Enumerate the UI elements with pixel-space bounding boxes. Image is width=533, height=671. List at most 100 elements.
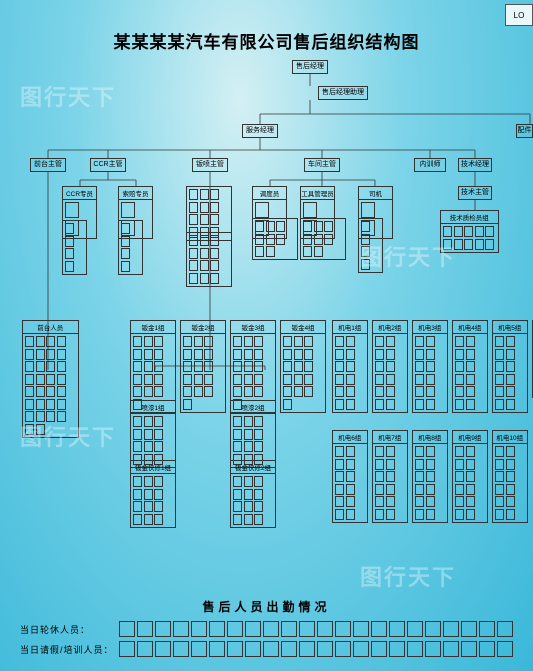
attendance-row1-label: 当日轮休人员： xyxy=(20,623,119,636)
photo-slot xyxy=(254,349,263,360)
attendance-slot xyxy=(479,621,495,637)
photo-slot xyxy=(335,399,344,410)
photo-slot xyxy=(415,361,424,372)
photo-slot xyxy=(304,361,313,372)
photo-slot xyxy=(189,235,198,246)
photo-slot xyxy=(254,374,263,385)
photo-slot xyxy=(36,336,45,347)
photo-slot xyxy=(204,361,213,372)
photo-slot xyxy=(57,399,66,410)
slot-block xyxy=(358,218,383,273)
photo-slot xyxy=(154,416,163,427)
photo-slot xyxy=(283,386,292,397)
photo-slot xyxy=(415,386,424,397)
photo-slot xyxy=(375,374,384,385)
photo-slot xyxy=(346,399,355,410)
photo-slot xyxy=(144,429,153,440)
photo-slot xyxy=(506,386,515,397)
photo-slot xyxy=(495,399,504,410)
photo-slot xyxy=(133,361,142,372)
slot-block xyxy=(186,232,232,287)
photo-slot xyxy=(455,471,464,482)
photo-slot xyxy=(254,386,263,397)
photo-slot xyxy=(466,374,475,385)
photo-slot xyxy=(154,349,163,360)
photo-slot xyxy=(346,386,355,397)
photo-slot xyxy=(133,501,142,512)
photo-slot xyxy=(46,386,55,397)
node-assistant: 售后经理助理 xyxy=(318,86,368,100)
team-label: 机电1组 xyxy=(333,321,367,334)
team-label: 机电7组 xyxy=(373,431,407,444)
photo-slot xyxy=(46,399,55,410)
photo-slot xyxy=(443,239,452,250)
photo-slot xyxy=(455,374,464,385)
photo-slot xyxy=(210,248,219,259)
team-group: 喷漆2组 xyxy=(230,400,276,468)
attendance-title: 售后人员出勤情况 xyxy=(20,598,513,615)
node-manager: 售后经理 xyxy=(292,60,328,74)
photo-slot xyxy=(254,501,263,512)
photo-slot xyxy=(200,214,209,225)
photo-slot xyxy=(495,459,504,470)
photo-slot xyxy=(346,471,355,482)
photo-slot xyxy=(276,234,285,245)
photo-slot xyxy=(200,273,209,284)
photo-slot xyxy=(375,336,384,347)
team-label: 前台人员 xyxy=(23,321,78,334)
photo-slot xyxy=(495,484,504,495)
attendance-slot xyxy=(119,641,135,657)
photo-slot xyxy=(386,509,395,520)
photo-slot xyxy=(485,226,494,237)
photo-slot xyxy=(335,496,344,507)
photo-slot xyxy=(346,361,355,372)
photo-slot xyxy=(65,202,79,218)
photo-slot xyxy=(36,399,45,410)
photo-slot xyxy=(346,496,355,507)
photo-slot xyxy=(154,374,163,385)
attendance-slot xyxy=(137,621,153,637)
photo-slot xyxy=(200,248,209,259)
photo-slot xyxy=(144,374,153,385)
photo-slot xyxy=(200,235,209,246)
team-group: 机电1组 xyxy=(332,320,368,413)
photo-slot xyxy=(466,484,475,495)
photo-slot xyxy=(183,374,192,385)
photo-slot xyxy=(154,429,163,440)
photo-slot xyxy=(466,446,475,457)
attendance-slot xyxy=(425,621,441,637)
photo-slot xyxy=(455,509,464,520)
photo-slot xyxy=(25,374,34,385)
photo-slot xyxy=(466,509,475,520)
photo-slot xyxy=(244,374,253,385)
photo-slot xyxy=(506,336,515,347)
photo-slot xyxy=(485,239,494,250)
photo-slot xyxy=(65,236,74,247)
photo-slot xyxy=(304,336,313,347)
photo-slot xyxy=(276,221,285,232)
team-group: 机电6组 xyxy=(332,430,368,523)
photo-slot xyxy=(36,361,45,372)
attendance-slot xyxy=(173,621,189,637)
photo-slot xyxy=(335,459,344,470)
photo-slot xyxy=(204,374,213,385)
group-label: 工具管理员 xyxy=(301,187,334,200)
attendance-slot xyxy=(335,621,351,637)
team-label: 喷漆2组 xyxy=(231,401,275,414)
photo-slot xyxy=(255,246,264,257)
photo-slot xyxy=(154,386,163,397)
photo-slot xyxy=(455,386,464,397)
photo-slot xyxy=(254,514,263,525)
attendance-slot xyxy=(317,621,333,637)
photo-slot xyxy=(361,202,375,218)
photo-slot xyxy=(495,361,504,372)
photo-slot xyxy=(415,374,424,385)
photo-slot xyxy=(426,361,435,372)
photo-slot xyxy=(386,386,395,397)
photo-slot xyxy=(375,386,384,397)
photo-slot xyxy=(506,361,515,372)
photo-slot xyxy=(346,509,355,520)
photo-slot xyxy=(303,221,312,232)
photo-slot xyxy=(346,336,355,347)
photo-slot xyxy=(375,446,384,457)
